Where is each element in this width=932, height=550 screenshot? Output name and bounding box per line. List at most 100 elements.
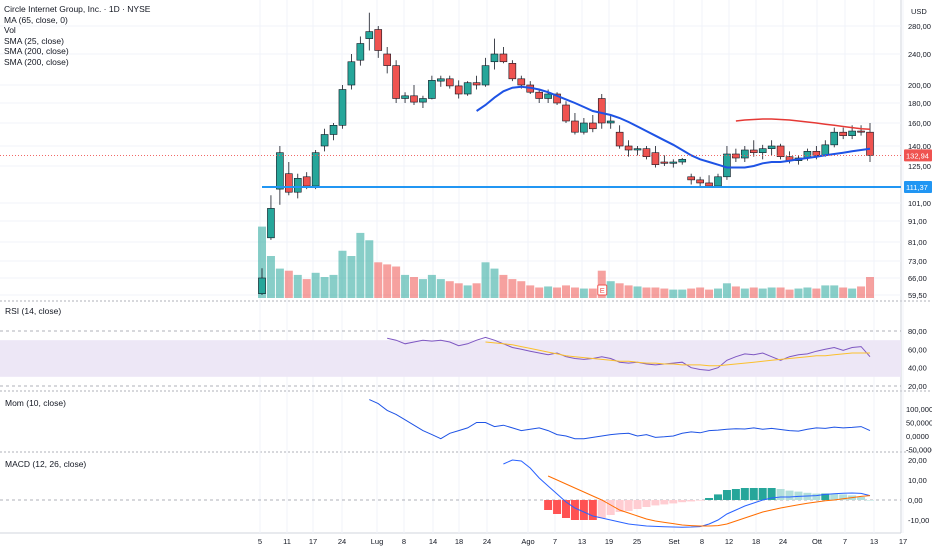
macd-histogram [544,488,874,520]
volume-bar [866,277,874,298]
macd-hist-bar [821,493,830,500]
axes: 280,00240,00200,00180,00160,00140,00125,… [258,22,932,546]
volume-bar [606,281,615,298]
time-tick-label: 13 [578,537,586,546]
support-tag-bg [904,181,932,193]
sma200-line [735,118,871,131]
candle-body [302,176,311,187]
momentum-panel-label[interactable]: Mom (10, close) [5,398,66,408]
candle-body [490,53,499,63]
volume-bar [302,279,311,298]
candle-body [615,131,624,147]
price-tick-label: 81,00 [908,238,927,247]
volume-bar [562,285,570,298]
time-tick-label: 17 [899,537,907,546]
momentum-tick-label: -50,0000 [906,446,932,455]
macd-hist-bar [830,493,839,500]
macd-tick-label: 20,00 [908,456,927,465]
volume-bar [347,256,356,298]
candle-body [606,120,615,124]
rsi-tick-label: 40,00 [908,364,927,373]
macd-hist-bar [633,500,642,509]
candle-body [517,78,526,86]
candle-body [589,122,597,130]
volume-bar [758,288,767,298]
candle-body [365,31,374,39]
macd-hist-bar [794,491,803,500]
volume-bar [579,288,588,298]
support-tag: 111,37 [906,183,928,192]
macd-hist-bar [714,494,722,500]
volume-bar [517,281,526,298]
time-tick-label: 24 [483,537,491,546]
rsi-ma-line [485,341,870,367]
volume-bar [275,268,284,298]
volume-bar [535,287,544,298]
volume-bar [839,287,848,298]
candle-body [347,61,356,86]
candle-body [481,65,490,86]
volume-bar [427,274,436,298]
volume-bar [365,240,374,298]
volume-bar [597,270,606,298]
legend-sma200-b[interactable]: SMA (200, close) [4,56,69,67]
volume-bar [803,287,812,298]
macd-tick-label: -10,00 [908,516,929,525]
time-tick-label: 13 [870,537,878,546]
macd-panel-label[interactable]: MACD (12, 26, close) [5,459,87,469]
candle-body [535,91,543,99]
candle-body [767,145,776,149]
legend-sma200-a[interactable]: SMA (200, close) [4,46,69,57]
volume-bar [499,274,508,298]
candle-body [696,179,704,184]
volume-bar [445,281,454,298]
time-tick-label: 7 [843,537,847,546]
candle-body [651,152,660,165]
symbol-title[interactable]: Circle Internet Group, Inc. · 1D · NYSE [4,4,151,14]
currency-label: USD [911,7,927,16]
price-tick-label: 66,00 [908,274,927,283]
macd-hist-bar [606,500,615,515]
macd-tick-label: 10,00 [908,476,927,485]
rsi-line [387,336,871,371]
volume-bar [311,272,320,298]
candle-body [848,130,856,136]
candle-body [258,277,266,294]
price-tags: 132,94 111,37 [904,149,932,193]
volume-bar [508,279,517,298]
legend-ma[interactable]: MA (65, close, 0) [4,14,68,25]
volume-bar [392,266,401,298]
rsi-panel-label[interactable]: RSI (14, close) [5,306,62,316]
candle-body [866,131,874,156]
macd-hist-bar [705,498,714,500]
candle-body [776,145,785,157]
time-tick-label: Set [668,537,680,546]
legend-sma25[interactable]: SMA (25, close) [4,35,64,46]
time-tick-label: 24 [779,537,787,546]
legend-vol[interactable]: Vol [4,25,16,36]
volume-bars [258,226,874,298]
volume-bar [374,262,383,298]
macd-hist-bar [544,500,553,510]
candle-body [821,144,830,156]
momentum-line [369,399,871,440]
rsi-tick-label: 20,00 [908,382,927,391]
volume-bar [266,256,275,298]
candle-body [320,134,329,147]
candle-body [445,78,454,87]
candle-body [267,208,275,239]
candle-body [401,95,409,99]
candle-body [338,89,347,126]
volume-bar [705,289,714,298]
volume-bar [463,285,472,298]
candle-body [428,80,436,99]
candle-body [857,130,865,133]
volume-bar [678,289,687,298]
volume-bar [857,286,866,298]
candle-body [374,29,383,51]
candle-body [544,93,552,99]
volume-bar [329,274,338,298]
volume-bar [794,288,803,298]
chart-legend: Circle Internet Group, Inc. · 1D · NYSE … [4,4,150,68]
